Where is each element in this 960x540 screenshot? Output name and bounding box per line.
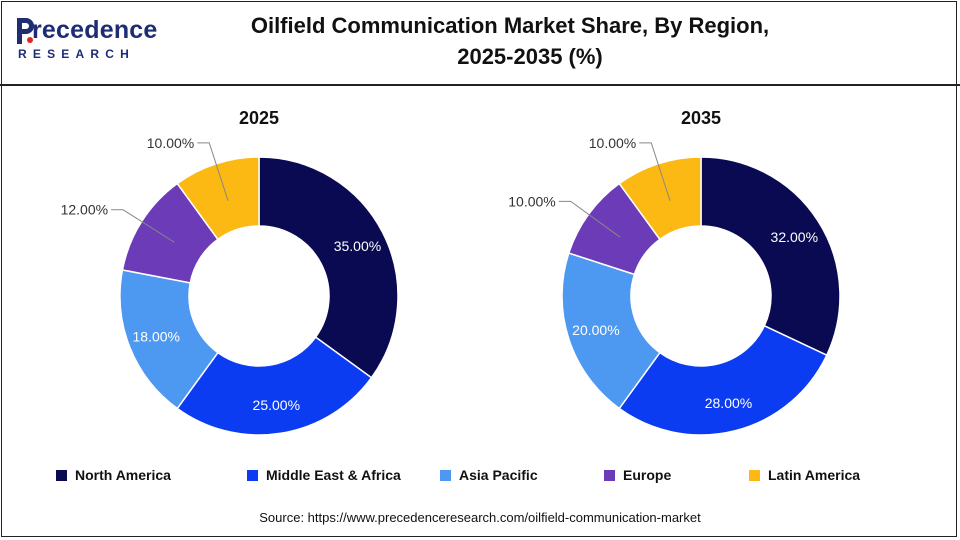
slice-latin-america (176, 156, 260, 241)
slice-label-asia-pacific: 20.00% (572, 322, 619, 338)
slice-label-europe: 12.00% (61, 202, 108, 218)
donut-title: 2025 (239, 108, 279, 128)
chart-title: Oilfield Communication Market Share, By … (200, 10, 820, 72)
logo-wordmark: recedence (32, 16, 158, 44)
precedence-research-logo: recedence RESEARCH (14, 14, 174, 70)
legend-swatch (440, 469, 451, 481)
source-note: Source: https://www.precedenceresearch.c… (259, 510, 701, 525)
slice-middle-east-africa (618, 324, 828, 436)
legend-item-europe: Europe (604, 465, 671, 485)
donut-chart-2035: 2035 32.00% 28.00% 20.00% 10.00% 10.00% (508, 108, 841, 436)
leader-line-europe (558, 200, 621, 238)
slice-north-america (700, 156, 841, 357)
slice-asia-pacific (119, 269, 219, 410)
slice-label-north-america: 32.00% (771, 229, 818, 245)
slice-label-middle-east-africa: 28.00% (705, 395, 752, 411)
legend-swatch (247, 469, 258, 481)
slice-label-europe: 10.00% (508, 193, 555, 209)
legend-swatch (56, 469, 67, 481)
legend: North America Middle East & Africa Asia Pa… (0, 465, 960, 485)
leader-line-europe (111, 209, 175, 243)
chart-title-line2: 2025-2035 (%) (457, 44, 603, 69)
slice-label-latin-america: 10.00% (147, 135, 194, 151)
legend-swatch (749, 469, 760, 481)
header-divider (0, 84, 960, 86)
slice-latin-america (618, 156, 702, 241)
legend-item-middle-east-africa: Middle East & Africa (247, 465, 401, 485)
slice-label-north-america: 35.00% (334, 238, 381, 254)
legend-item-latin-america: Latin America (749, 465, 860, 485)
slice-label-latin-america: 10.00% (589, 135, 636, 151)
legend-item-north-america: North America (56, 465, 171, 485)
donut-charts: 2025 35.00% 25.00% 18.00% 12.00% 10.00% 2035 32… (61, 108, 841, 436)
slice-label-middle-east-africa: 25.00% (253, 397, 300, 413)
legend-item-asia-pacific: Asia Pacific (440, 465, 538, 485)
header: recedence RESEARCH Oilfield Communicatio… (0, 0, 960, 84)
legend-swatch (604, 469, 615, 481)
slice-asia-pacific (561, 252, 661, 410)
slice-label-asia-pacific: 18.00% (133, 329, 180, 345)
slice-middle-east-africa (176, 336, 373, 436)
legend-label: Europe (623, 467, 672, 483)
legend-label: Latin America (768, 467, 861, 483)
logo-mark-icon (17, 18, 34, 44)
legend-label: Middle East & Africa (266, 467, 401, 483)
slice-north-america (258, 156, 399, 379)
leader-line-latin-america (197, 142, 229, 201)
chart-title-line1: Oilfield Communication Market Share, By … (250, 13, 770, 38)
logo-subtitle: RESEARCH (18, 47, 135, 61)
donut-title: 2035 (681, 108, 721, 128)
leader-line-latin-america (639, 142, 671, 201)
donut-chart-2025: 2025 35.00% 25.00% 18.00% 12.00% 10.00% (61, 108, 399, 436)
legend-label: Asia Pacific (459, 467, 538, 483)
legend-label: North America (75, 467, 171, 483)
